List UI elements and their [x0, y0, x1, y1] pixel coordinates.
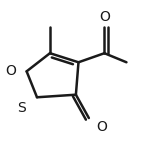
- Text: O: O: [96, 120, 107, 134]
- Text: S: S: [17, 101, 26, 115]
- Text: O: O: [99, 10, 110, 24]
- Text: O: O: [6, 64, 17, 78]
